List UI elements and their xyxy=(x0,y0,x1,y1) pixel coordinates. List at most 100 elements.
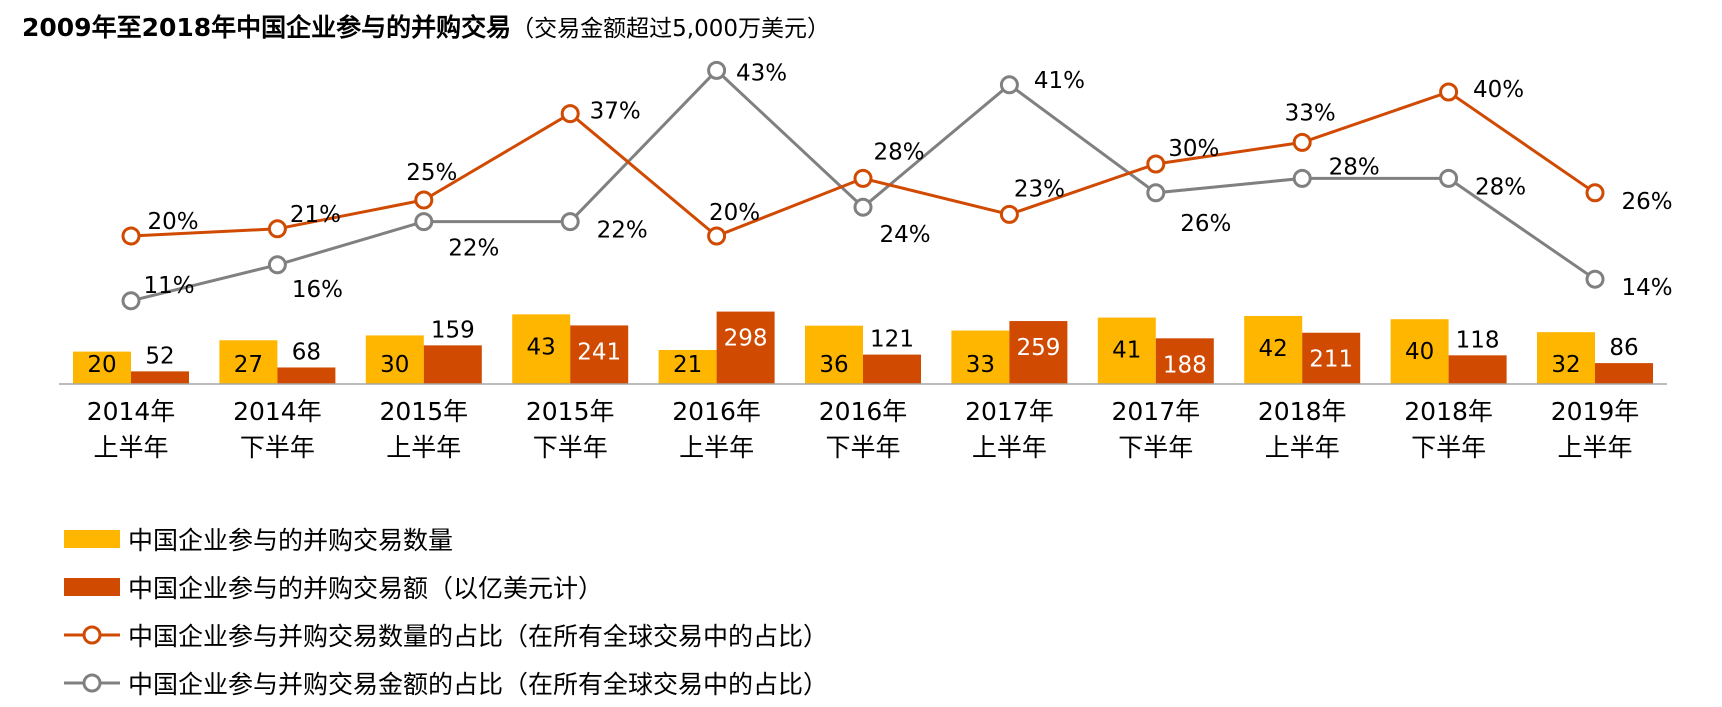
count-share-line-group xyxy=(121,82,1605,246)
count-bar xyxy=(1244,315,1303,384)
x-tick-label-year: 2017年 xyxy=(965,397,1054,426)
value-bar-label: 259 xyxy=(1016,335,1060,361)
value-share-data-label: 22% xyxy=(597,218,648,244)
value-share-data-label: 24% xyxy=(879,222,930,248)
legend-label-value-bars: 中国企业参与的并购交易额（以亿美元计） xyxy=(128,574,604,603)
count-share-line-marker xyxy=(267,219,287,239)
x-tick-label-half: 上半年 xyxy=(386,433,461,462)
value-share-data-label: 43% xyxy=(736,60,787,86)
value-share-line-marker xyxy=(707,60,727,80)
chart-title: 2009年至2018年中国企业参与的并购交易（交易金额超过5,000万美元） xyxy=(22,8,830,44)
count-bar xyxy=(658,349,717,384)
count-share-line-marker xyxy=(999,204,1019,224)
count-bar-label: 20 xyxy=(87,352,116,378)
x-tick-label-year: 2019年 xyxy=(1551,397,1640,426)
legend-item-count-bars: 中国企业参与的并购交易数量 xyxy=(64,515,828,563)
count-bar xyxy=(219,340,278,384)
legend-label-count-bars: 中国企业参与的并购交易数量 xyxy=(128,526,454,555)
legend-label-count-share-line: 中国企业参与并购交易数量的占比（在所有全球交易中的占比） xyxy=(128,622,829,651)
count-bar xyxy=(73,351,131,384)
x-tick-label-half: 下半年 xyxy=(1118,433,1193,462)
x-tick-label-year: 2015年 xyxy=(379,397,468,426)
value-share-data-label: 11% xyxy=(143,273,194,299)
value-bar xyxy=(1448,355,1507,384)
legend-swatch-value-share-line xyxy=(64,669,120,697)
value-bar-label: 211 xyxy=(1309,347,1353,373)
legend-swatch-value-bar xyxy=(64,578,120,596)
legend-swatch-count-bar xyxy=(64,530,120,548)
count-share-data-label: 28% xyxy=(873,139,924,165)
count-bar xyxy=(1390,319,1449,384)
value-bar-label: 298 xyxy=(724,326,768,352)
value-share-line-group xyxy=(121,60,1605,311)
value-share-line-marker xyxy=(999,75,1019,95)
count-share-data-label: 20% xyxy=(147,209,198,235)
count-share-data-label: 20% xyxy=(709,200,760,226)
value-share-data-label: 14% xyxy=(1621,275,1672,301)
legend-value-line-icon xyxy=(64,673,120,693)
value-bar xyxy=(131,371,189,384)
value-share-line-marker xyxy=(267,255,287,275)
value-bar-label: 118 xyxy=(1456,327,1500,353)
value-bar xyxy=(1009,321,1068,384)
x-tick-label-year: 2014年 xyxy=(233,397,322,426)
value-bar xyxy=(863,354,921,384)
value-bar-label: 241 xyxy=(577,339,621,365)
count-bar xyxy=(805,325,863,384)
count-bar xyxy=(1097,317,1156,384)
count-share-data-label: 30% xyxy=(1168,136,1219,162)
count-bar-label: 40 xyxy=(1405,339,1434,365)
legend-swatch-count-share-line xyxy=(64,621,120,649)
count-bar-label: 30 xyxy=(380,352,409,378)
x-tick-label-half: 下半年 xyxy=(533,433,608,462)
legend-value-line-icon-marker xyxy=(82,673,102,693)
legend-item-value-bars: 中国企业参与的并购交易额（以亿美元计） xyxy=(64,563,828,611)
legend-item-count-share-line: 中国企业参与并购交易数量的占比（在所有全球交易中的占比） xyxy=(64,611,828,659)
legend-label-value-share-line: 中国企业参与并购交易金额的占比（在所有全球交易中的占比） xyxy=(128,670,829,699)
count-bar-label: 21 xyxy=(673,352,702,378)
count-bar xyxy=(951,330,1010,384)
bar-data-labels-group: 20 52 27 68 30 159 43 241 21 298 36 121 33 259 41 188 42… xyxy=(87,317,1638,378)
x-tick-label-year: 2018年 xyxy=(1258,397,1347,426)
value-share-line-marker xyxy=(1439,168,1459,188)
chart-title-subtitle: （交易金额超过5,000万美元） xyxy=(511,16,831,42)
value-share-data-label: 28% xyxy=(1475,174,1526,200)
count-share-line-marker xyxy=(707,226,727,246)
value-share-line-marker xyxy=(414,212,434,232)
value-share-line-marker xyxy=(853,197,873,217)
x-tick-label-half: 下半年 xyxy=(240,433,315,462)
value-bar-label: 159 xyxy=(431,317,475,343)
value-bar xyxy=(423,345,482,384)
count-share-line-marker xyxy=(1585,183,1605,203)
x-tick-label-year: 2018年 xyxy=(1404,397,1493,426)
legend-count-line-icon-marker xyxy=(82,625,102,645)
x-tick-label-half: 上半年 xyxy=(972,433,1047,462)
value-bar-label: 86 xyxy=(1609,335,1638,361)
count-share-data-label: 23% xyxy=(1014,176,1065,202)
value-bars-group xyxy=(131,311,1653,384)
value-bar xyxy=(1595,363,1653,384)
value-share-line-marker xyxy=(560,212,580,232)
count-bar-label: 33 xyxy=(966,352,995,378)
x-tick-label-year: 2017年 xyxy=(1111,397,1200,426)
x-tick-label-half: 上半年 xyxy=(679,433,754,462)
count-bars-group xyxy=(73,314,1595,384)
x-tick-label-half: 下半年 xyxy=(825,433,900,462)
value-bar-label: 188 xyxy=(1163,352,1207,378)
count-share-line-marker xyxy=(853,168,873,188)
value-bar-label: 52 xyxy=(145,343,174,369)
x-tick-label-half: 上半年 xyxy=(1557,433,1632,462)
x-tick-label-year: 2016年 xyxy=(819,397,908,426)
x-tick-label-year: 2014年 xyxy=(87,397,176,426)
value-share-data-label: 22% xyxy=(448,236,499,262)
count-bar-label: 43 xyxy=(527,334,556,360)
count-share-line-marker xyxy=(1439,82,1459,102)
value-share-line-marker xyxy=(121,291,141,311)
value-bar xyxy=(277,367,336,384)
value-share-data-label: 16% xyxy=(292,277,343,303)
count-share-line-marker xyxy=(560,104,580,124)
count-share-line-marker xyxy=(414,190,434,210)
count-bar-label: 27 xyxy=(234,352,263,378)
legend-item-value-share-line: 中国企业参与并购交易金额的占比（在所有全球交易中的占比） xyxy=(64,659,828,707)
